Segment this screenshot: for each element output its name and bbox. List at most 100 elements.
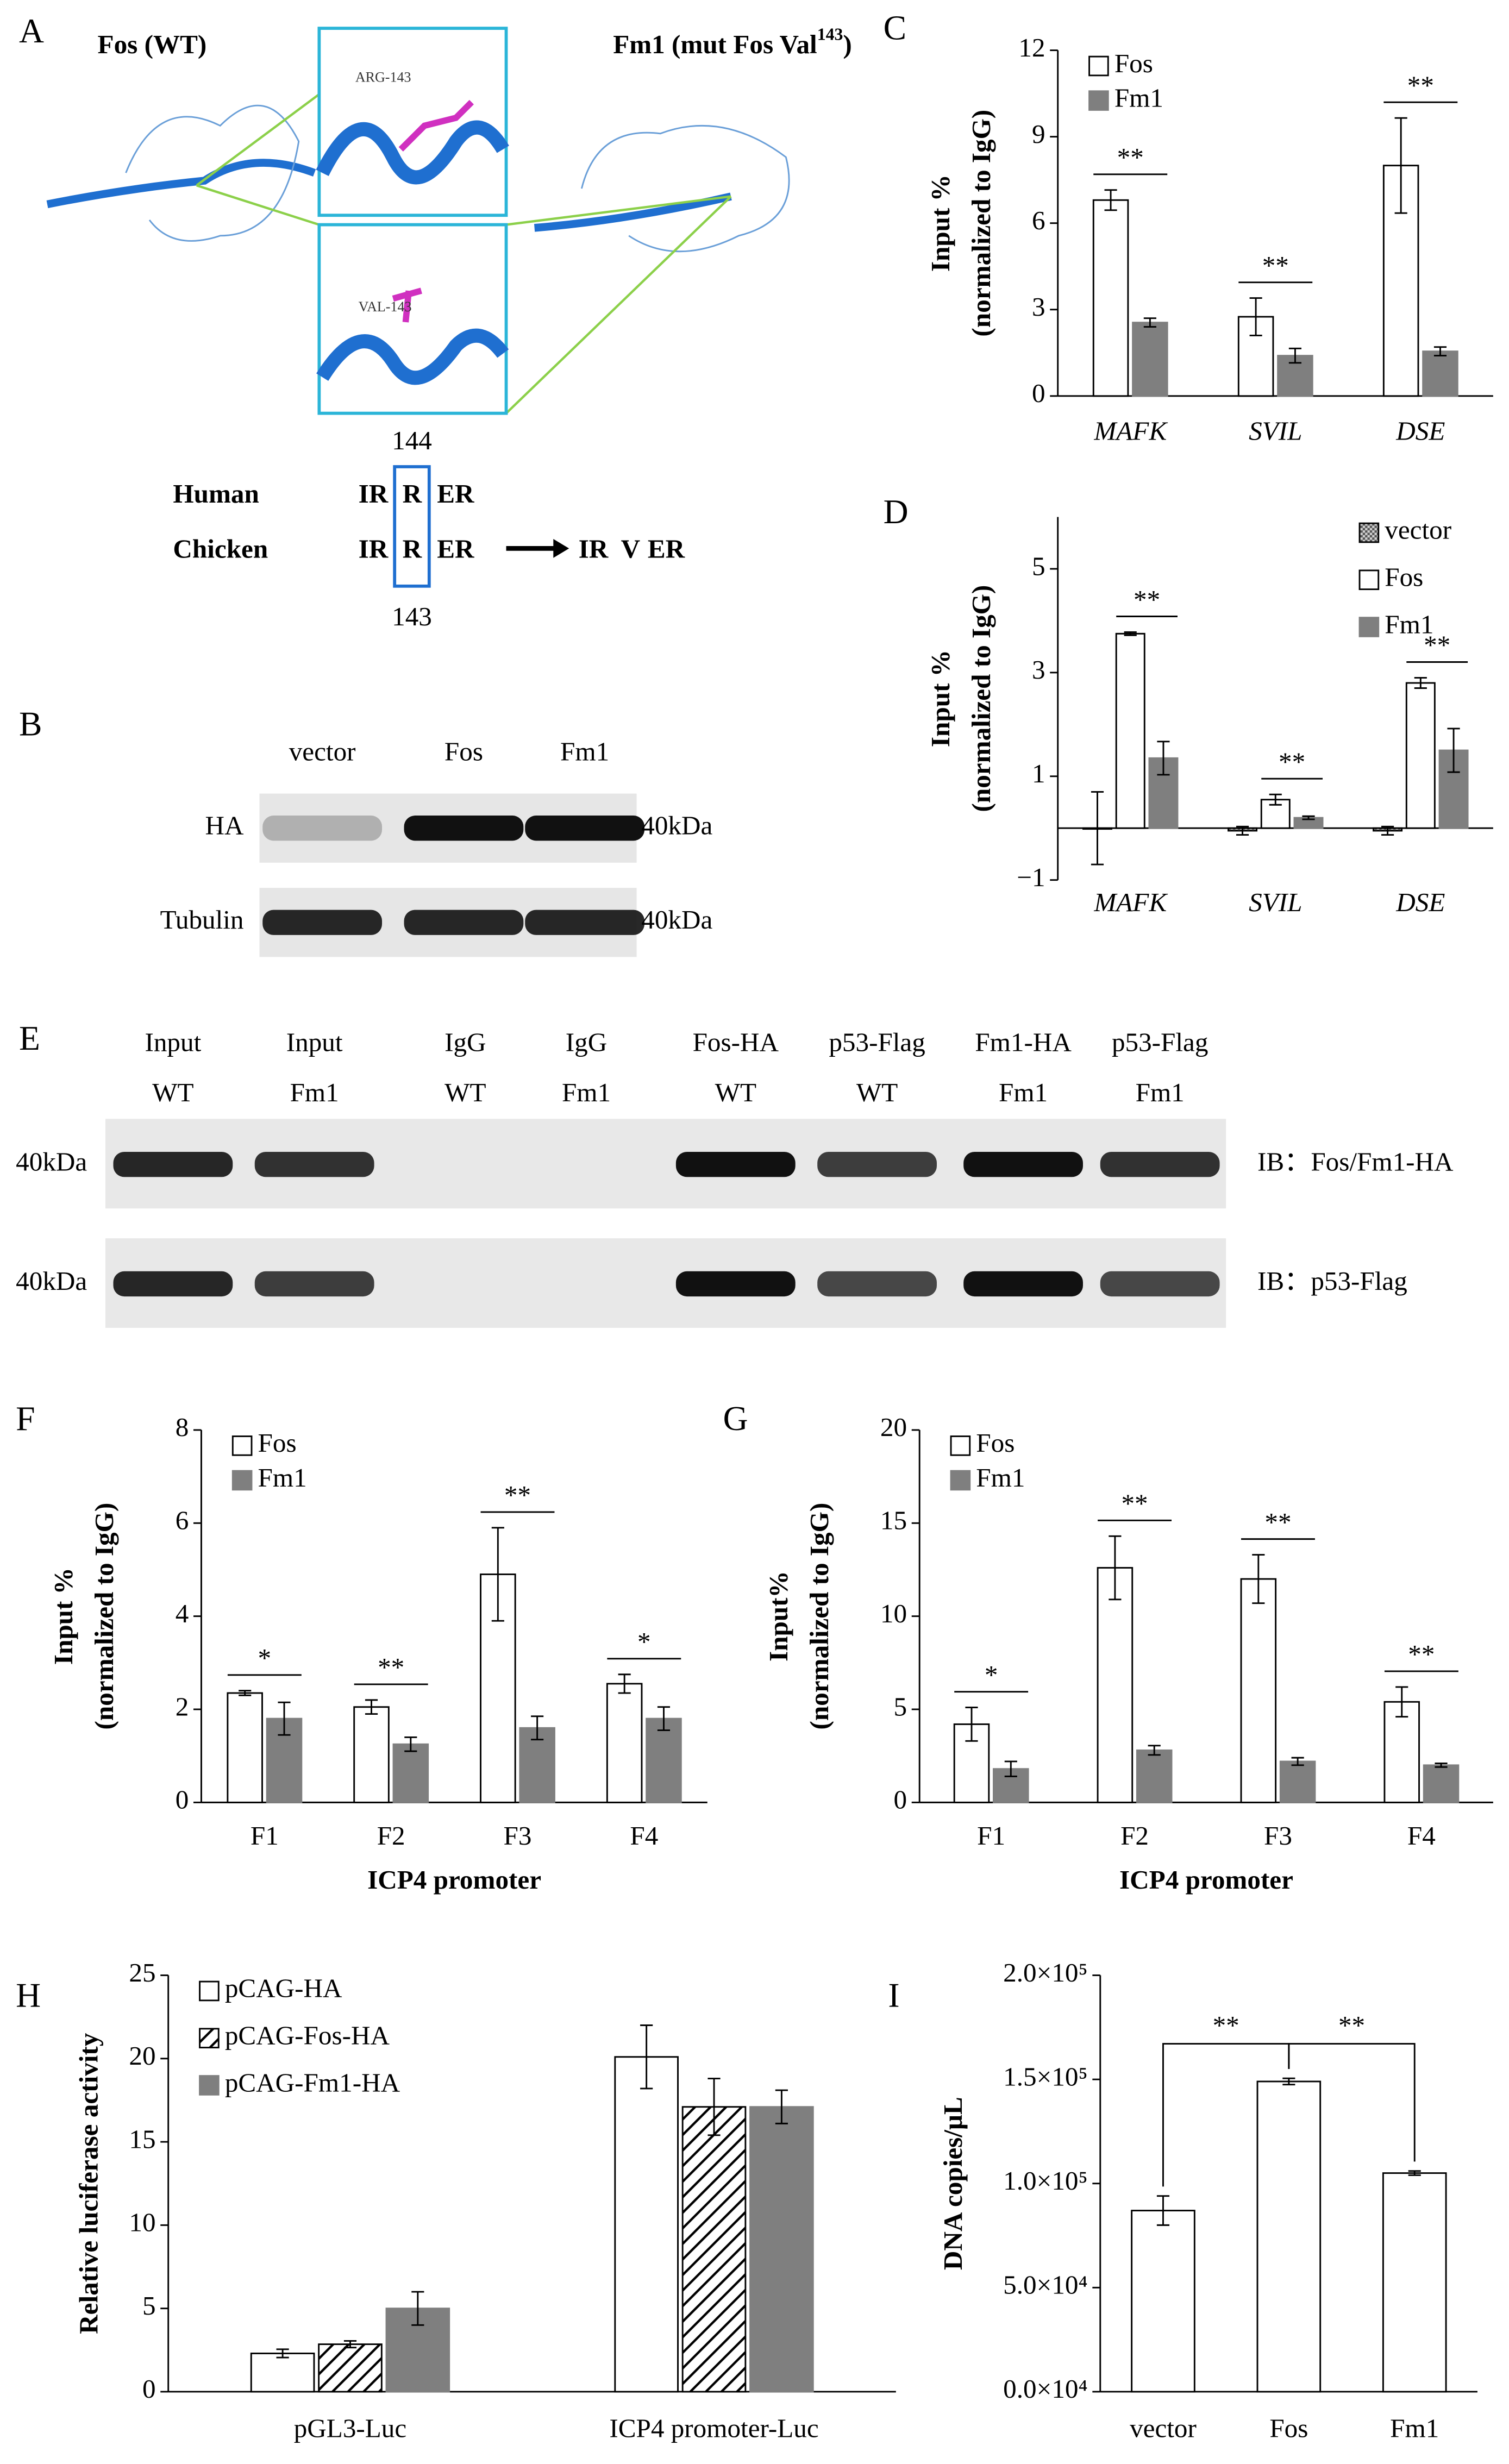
y-axis-label: (normalized to IgG) (89, 1503, 119, 1730)
error-bar (775, 2089, 788, 2124)
mutant-residue: ER (648, 534, 685, 563)
significance-label: * (258, 1643, 272, 1673)
zoom-line (505, 195, 732, 415)
lane-label: IgG (566, 1027, 607, 1057)
bar (646, 1717, 682, 1803)
significance-label: ** (1338, 2010, 1365, 2040)
position-label: 144 (392, 425, 432, 455)
legend-swatch (1088, 55, 1109, 77)
x-tick-label: F2 (1120, 1821, 1149, 1851)
y-tick-label: 5 (893, 1691, 907, 1721)
significance-label: ** (378, 1652, 404, 1682)
lane-label: WT (152, 1077, 193, 1107)
zoom-line (196, 184, 320, 226)
size-label: 40kDa (641, 810, 712, 840)
error-bar (640, 2024, 653, 2090)
lane-label: Fm1 (290, 1077, 339, 1107)
bar (519, 1727, 555, 1803)
bar (1405, 682, 1436, 829)
y-axis-label: Relative luciferase activity (73, 2033, 103, 2334)
mutant-residue: V (621, 534, 641, 563)
y-tick-label: 25 (129, 1958, 155, 1987)
sequence-residue: ER (437, 479, 474, 509)
significance-label: * (637, 1627, 651, 1657)
x-tick-label: SVIL (1249, 416, 1302, 446)
significance-label: ** (1279, 747, 1305, 776)
zoom-box (317, 223, 508, 415)
x-tick-label: vector (1130, 2413, 1197, 2443)
error-bar (1435, 1762, 1448, 1768)
error-bar (1269, 793, 1282, 806)
legend-swatch (199, 2075, 220, 2096)
error-bar (531, 1715, 544, 1741)
y-axis-label: (normalized to IgG) (966, 585, 996, 812)
error-bar (1156, 2195, 1170, 2226)
blot-band (525, 910, 645, 935)
error-bar (1288, 347, 1301, 364)
row-label: Tubulin (160, 905, 244, 935)
bar (1115, 632, 1145, 829)
y-tick-label: 5 (142, 2291, 156, 2321)
error-bar (1104, 189, 1117, 211)
y-tick-label: 1.0×10⁵ (1003, 2166, 1087, 2196)
lane-label: Input (286, 1027, 343, 1057)
panel-label: B (19, 705, 42, 743)
title-superscript: 143 (817, 25, 843, 44)
bar (606, 1683, 643, 1803)
x-tick-label: DSE (1395, 887, 1445, 917)
significance-label: ** (1264, 1507, 1291, 1537)
bar (227, 1692, 263, 1803)
blot-band (404, 910, 524, 935)
error-bar (491, 1527, 504, 1622)
lane-label: Fos-HA (693, 1027, 779, 1057)
x-tick-label: MAFK (1093, 416, 1168, 446)
legend-swatch (231, 1470, 253, 1491)
x-tick-label: F4 (630, 1821, 658, 1851)
helix (46, 159, 316, 209)
blot-band (1100, 1271, 1220, 1297)
error-bar (1414, 676, 1427, 689)
lane-label: Fm1 (1136, 1077, 1185, 1107)
y-tick-label: 15 (880, 1506, 907, 1535)
legend-label: Fm1 (1385, 609, 1433, 639)
legend-label: Fos (1114, 48, 1153, 78)
legend-label: pCAG-Fos-HA (225, 2020, 390, 2050)
helix (534, 192, 732, 232)
residue-label: ARG-143 (355, 70, 411, 85)
error-bar (1395, 1686, 1408, 1718)
legend-swatch (1358, 569, 1380, 591)
coil (580, 124, 790, 253)
y-tick-label: 8 (176, 1412, 189, 1442)
sequence-residue: R (403, 479, 422, 509)
lane-label: p53-Flag (829, 1027, 925, 1057)
bar (749, 2106, 814, 2393)
x-tick-label: F1 (977, 1821, 1005, 1851)
significance-label: ** (1408, 1639, 1435, 1669)
y-tick-label: 15 (129, 2124, 155, 2154)
bar (392, 1743, 429, 1803)
y-tick-label: 9 (1032, 119, 1045, 149)
error-bar (1433, 346, 1447, 357)
structure-art (46, 27, 790, 588)
legend-label: vector (1385, 515, 1451, 545)
bar (250, 2352, 315, 2393)
legend-label: Fos (1385, 562, 1423, 592)
y-tick-label: 6 (176, 1506, 189, 1535)
lane-label: WT (444, 1077, 486, 1107)
y-tick-label: 5.0×10⁴ (1003, 2270, 1087, 2300)
panel-label: F (16, 1399, 35, 1438)
significance-label: ** (1213, 2010, 1239, 2040)
bar (1136, 1749, 1173, 1803)
significance-label: ** (1407, 70, 1434, 100)
y-tick-label: 5 (1032, 551, 1045, 581)
y-tick-label: 0 (176, 1785, 189, 1815)
lane-label: Fm1 (999, 1077, 1048, 1107)
sequence-residue: ER (437, 534, 474, 563)
x-tick-label: DSE (1395, 416, 1445, 446)
error-bar (411, 2291, 424, 2326)
species-label: Human (173, 479, 259, 509)
bar (1279, 1760, 1316, 1803)
legend-swatch (1358, 617, 1380, 637)
